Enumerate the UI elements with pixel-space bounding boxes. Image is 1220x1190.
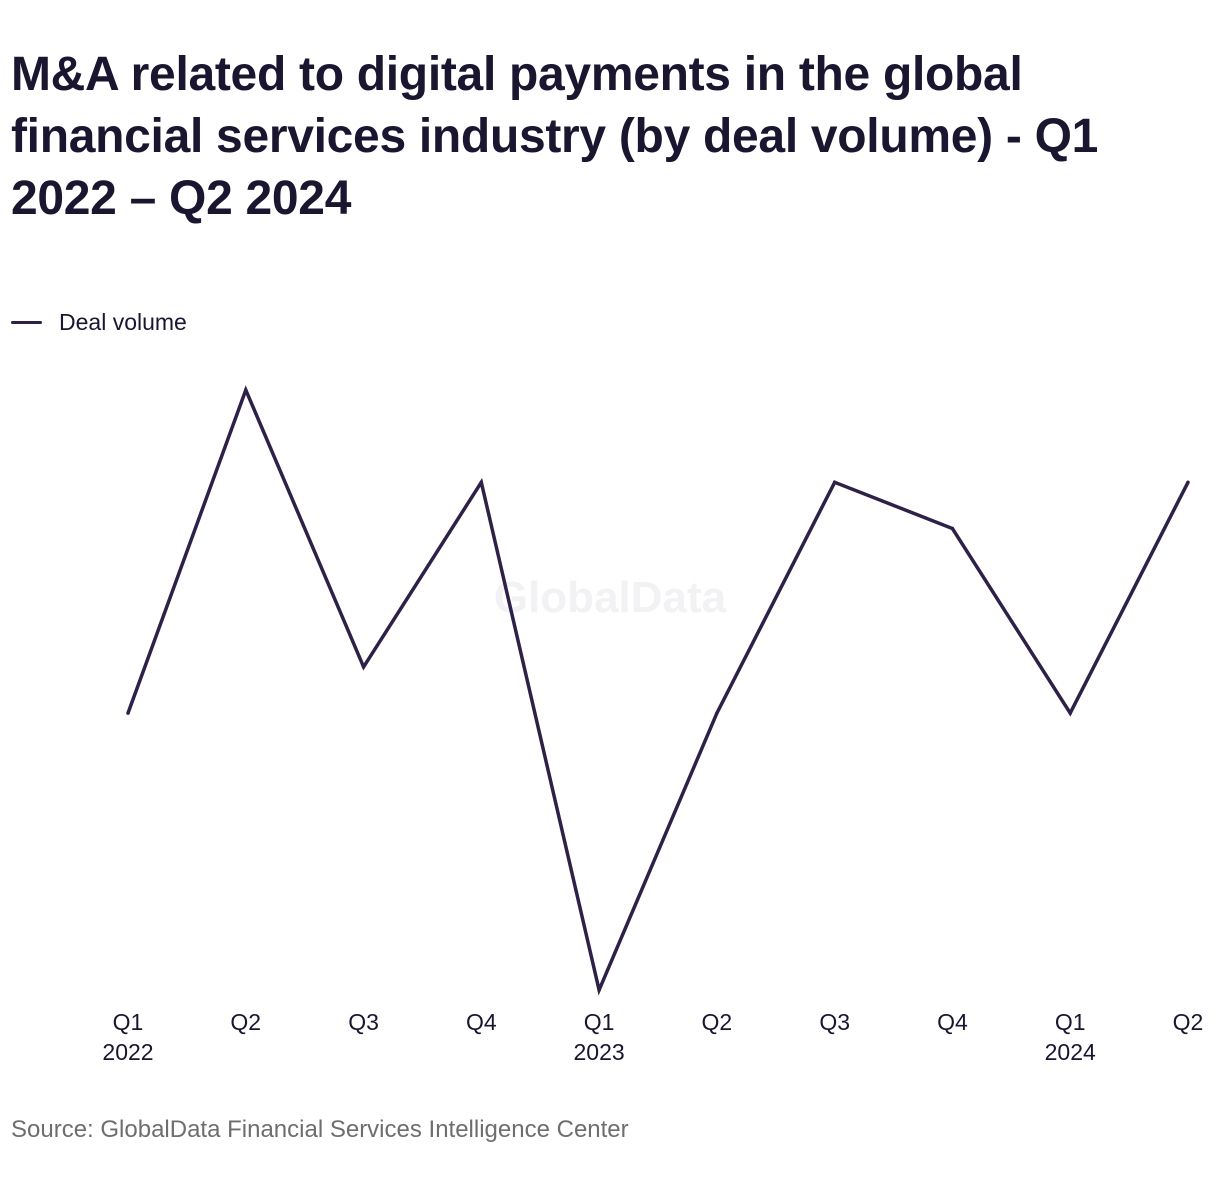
- x-tick-label-quarter-6: Q2: [702, 1009, 733, 1035]
- x-tick-label-year-2022: 2022: [102, 1039, 153, 1065]
- data-point-7: [832, 480, 837, 485]
- watermark-text: GlobalData: [494, 573, 727, 622]
- data-point-1: [126, 711, 130, 715]
- x-tick-label-quarter-1: Q1: [113, 1009, 144, 1035]
- series-layer: [126, 385, 1190, 996]
- x-tick-label-quarter-2: Q2: [230, 1009, 261, 1035]
- legend-label-deal-volume: Deal volume: [59, 308, 187, 335]
- x-tick-label-quarter-5: Q1: [584, 1009, 615, 1035]
- x-tick-label-year-2024: 2024: [1045, 1039, 1096, 1065]
- legend-swatch-deal-volume: [11, 320, 42, 324]
- line-chart: GlobalData Q1 2022 Q2 Q3 Q4 Q1 2023 Q2 Q3 Q4 Q1 202…: [102, 385, 1203, 1065]
- data-point-2: [244, 388, 248, 392]
- data-point-9: [1068, 711, 1072, 715]
- chart-title: M&A related to digital payments in the g…: [11, 48, 1099, 225]
- data-point-8: [950, 526, 955, 531]
- series-line-deal-volume: [126, 385, 1190, 996]
- x-tick-label-quarter-3: Q3: [348, 1009, 379, 1035]
- data-point-6: [715, 711, 719, 715]
- data-point-10: [1186, 480, 1190, 485]
- x-tick-label-quarter-10: Q2: [1173, 1009, 1204, 1035]
- x-tick-label-quarter-8: Q4: [937, 1009, 968, 1035]
- data-point-3: [361, 665, 366, 669]
- x-tick-label-quarter-4: Q4: [466, 1009, 497, 1035]
- x-axis-ticks: Q1 2022 Q2 Q3 Q4 Q1 2023 Q2 Q3 Q4 Q1 2024 Q2: [102, 1009, 1203, 1065]
- legend: Deal volume: [11, 306, 187, 338]
- x-tick-label-quarter-9: Q1: [1055, 1009, 1086, 1035]
- x-tick-label-year-2023: 2023: [574, 1039, 625, 1065]
- data-point-4: [479, 480, 484, 485]
- data-point-5: [597, 988, 601, 992]
- source-note: Source: GlobalData Financial Services In…: [11, 1116, 629, 1143]
- x-tick-label-quarter-7: Q3: [819, 1009, 850, 1035]
